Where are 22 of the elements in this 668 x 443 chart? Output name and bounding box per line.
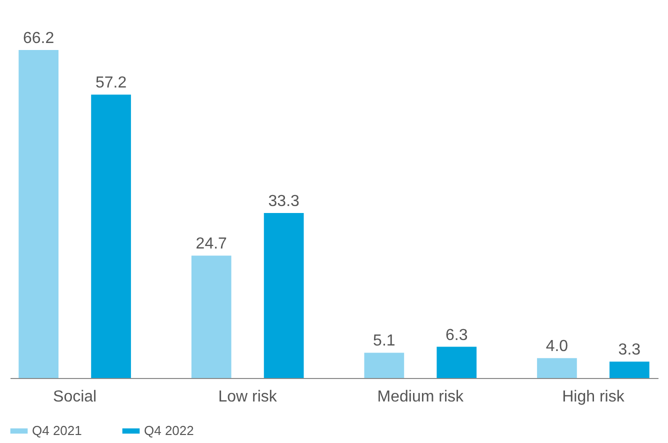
x-tick-label: Medium risk [377,388,465,406]
bar [436,346,477,378]
legend-label: Q4 2021 [32,423,82,438]
bar [191,256,232,378]
data-label: 33.3 [268,193,300,210]
data-label: 5.1 [373,332,396,350]
data-label: 4.0 [546,338,568,356]
legend-label: Q4 2022 [144,423,194,438]
data-label: 3.3 [618,342,641,359]
data-label: 66.2 [22,30,54,47]
bar [537,358,577,378]
x-tick-label: Social [53,388,97,406]
bar [91,94,131,378]
bar [610,362,650,378]
data-label: 6.3 [446,326,468,344]
bar [264,213,304,378]
bar [18,50,58,378]
data-label: 57.2 [95,74,127,92]
data-label: 24.7 [196,236,228,253]
bar [364,352,404,378]
x-tick-label: Low risk [218,388,278,406]
x-tick-label: High risk [562,388,626,406]
